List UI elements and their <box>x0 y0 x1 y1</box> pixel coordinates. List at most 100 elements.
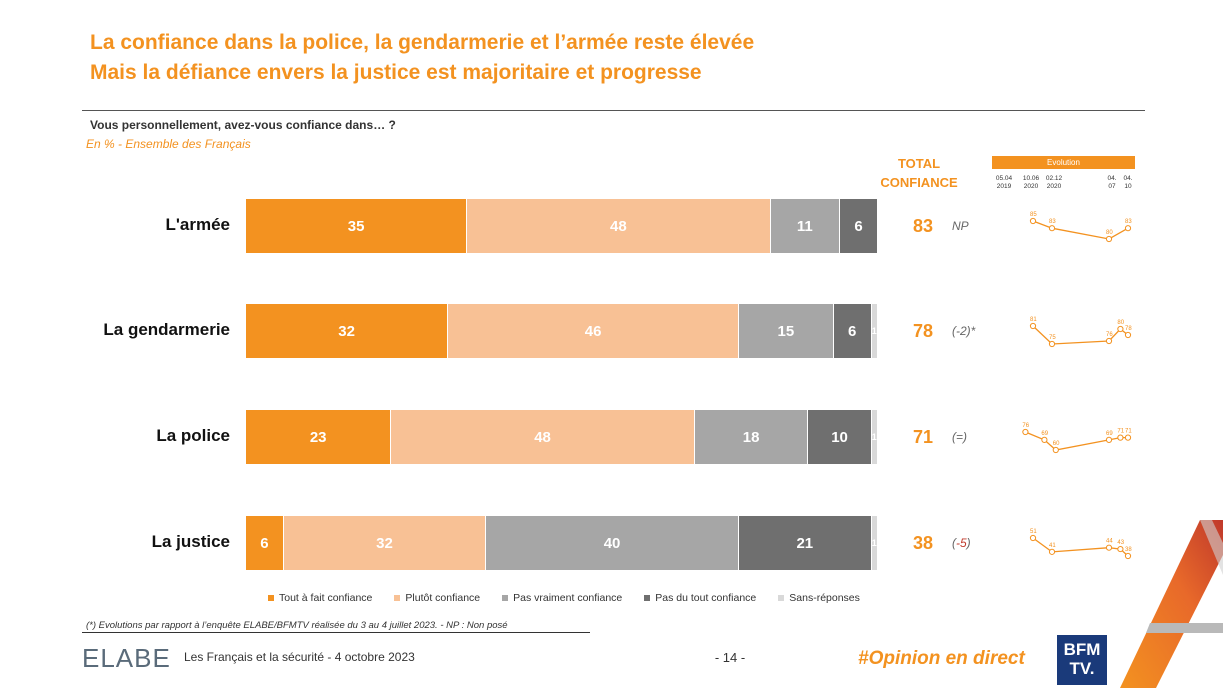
sparkline-label: 80 <box>1117 320 1124 326</box>
bar-segment: 21 <box>738 516 872 570</box>
total-confidence-header: TOTAL CONFIANCE <box>874 154 964 192</box>
sparkline-label: 60 <box>1053 441 1060 447</box>
stacked-bar: 32 46 15 6 1 <box>246 304 878 358</box>
survey-question: Vous personnellement, avez-vous confianc… <box>90 118 396 132</box>
legend-item: Pas vraiment confiance <box>502 592 622 604</box>
sparkline-label: 76 <box>1106 332 1113 338</box>
bfmtv-logo: BFM TV. <box>1057 635 1107 685</box>
sparkline-point <box>1029 534 1037 542</box>
evolution-date: 02.12 2020 <box>1045 175 1063 190</box>
title-line-2: Mais la défiance envers la justice est m… <box>90 61 702 84</box>
sparkline-point <box>1117 545 1124 553</box>
sparkline-point <box>1105 235 1113 243</box>
legend-item: Pas du tout confiance <box>644 592 756 604</box>
evolution-date: 05.04 2019 <box>995 175 1013 190</box>
evolution-sparkline: 76 69 60 69 71 71 <box>1022 423 1132 454</box>
sparkline-point <box>1117 434 1124 441</box>
sparkline-label: 41 <box>1049 543 1056 549</box>
bar-segment: 40 <box>486 516 739 570</box>
bar-segment: 1 <box>871 304 878 358</box>
bar-segment: 6 <box>833 304 872 358</box>
header-divider <box>82 110 1145 111</box>
bar-segment: 35 <box>246 199 468 253</box>
legend-item: Plutôt confiance <box>394 592 480 604</box>
evolution-delta: (-5) <box>952 536 971 550</box>
bar-segment: 18 <box>694 410 809 464</box>
bar-segment: 48 <box>467 199 771 253</box>
legend-label: Pas du tout confiance <box>655 592 757 604</box>
sparkline-point <box>1105 436 1113 443</box>
sparkline-label: 38 <box>1125 547 1132 553</box>
legend-label: Sans-réponses <box>789 592 860 604</box>
sparkline-point <box>1029 217 1037 225</box>
sparkline-point <box>1124 331 1132 339</box>
sparkline-label: 83 <box>1125 219 1132 225</box>
legend-item: Tout à fait confiance <box>268 592 372 604</box>
sparkline-point <box>1117 325 1124 333</box>
legend-swatch <box>394 595 401 601</box>
total-confidence-value: 71 <box>912 427 934 447</box>
sparkline-label: 71 <box>1125 429 1132 435</box>
hashtag: #Opinion en direct <box>858 648 1025 669</box>
elabe-logo: ELABE <box>82 643 171 673</box>
sparkline-label: 76 <box>1022 423 1029 429</box>
sparkline-label: 51 <box>1030 529 1037 535</box>
bar-segment: 10 <box>808 410 872 464</box>
total-confidence-value: 38 <box>912 533 934 553</box>
sparkline-label: 43 <box>1117 540 1124 546</box>
survey-base: En % - Ensemble des Français <box>86 137 251 151</box>
evolution-date: 04. 10 <box>1123 175 1133 190</box>
footnote: (*) Evolutions par rapport à l’enquête E… <box>86 620 508 631</box>
total-header-line-2: CONFIANCE <box>880 175 958 190</box>
category-label: La justice <box>151 532 230 551</box>
footnote-divider <box>82 632 590 633</box>
sparkline-label: 80 <box>1106 230 1113 236</box>
evolution-header: Evolution <box>992 156 1135 169</box>
total-header-line-1: TOTAL <box>897 156 941 171</box>
category-label: L'armée <box>165 215 230 234</box>
category-label: La gendarmerie <box>103 320 230 339</box>
legend-label: Plutôt confiance <box>405 592 481 604</box>
evolution-delta: NP <box>952 219 969 233</box>
title-line-1: La confiance dans la police, la gendarme… <box>90 31 755 54</box>
sparkline-label: 44 <box>1106 539 1113 545</box>
evolution-delta: (-2)* <box>952 324 976 338</box>
sparkline-path <box>1032 537 1129 557</box>
sparkline-point <box>1048 548 1056 555</box>
evolution-date: 10.06 2020 <box>1022 175 1040 190</box>
legend-label: Tout à fait confiance <box>279 592 373 604</box>
sparkline-point <box>1048 340 1056 348</box>
bar-segment: 23 <box>246 410 392 464</box>
sparkline-label: 78 <box>1125 326 1132 332</box>
stacked-bar: 35 48 11 6 <box>246 199 878 253</box>
legend-swatch <box>644 595 651 601</box>
bar-segment: 11 <box>770 199 841 253</box>
sparkline-point <box>1052 446 1059 454</box>
bar-segment: 46 <box>448 304 739 358</box>
sparkline-path <box>1032 325 1129 345</box>
bfm-logo-line-2: TV. <box>1069 659 1095 678</box>
bfm-logo-line-1: BFM <box>1063 640 1101 659</box>
bar-segment: 1 <box>871 410 878 464</box>
stacked-bar: 23 48 18 10 1 <box>246 410 878 464</box>
bar-segment: 6 <box>246 516 284 570</box>
chart-legend: Tout à fait confiance Plutôt confiance Pas… <box>268 592 860 604</box>
legend-swatch <box>268 595 274 601</box>
sparkline-point <box>1041 436 1048 443</box>
sparkline-point <box>1048 225 1056 232</box>
sparkline-point <box>1105 544 1113 551</box>
stacked-bar: 6 32 40 21 1 <box>246 516 878 570</box>
bar-segment: 1 <box>871 516 878 570</box>
bar-segment: 6 <box>840 199 878 253</box>
evolution-date: 04. 07 <box>1107 175 1117 190</box>
bar-segment: 15 <box>738 304 834 358</box>
sparkline-point <box>1124 225 1132 232</box>
legend-item: Sans-réponses <box>778 592 860 604</box>
sparkline-label: 85 <box>1030 212 1037 218</box>
bar-segment: 48 <box>391 410 695 464</box>
legend-label: Pas vraiment confiance <box>513 592 623 604</box>
total-confidence-value: 83 <box>912 216 934 236</box>
legend-swatch <box>778 595 785 601</box>
evolution-sparkline: 85 83 80 83 <box>1029 212 1132 243</box>
